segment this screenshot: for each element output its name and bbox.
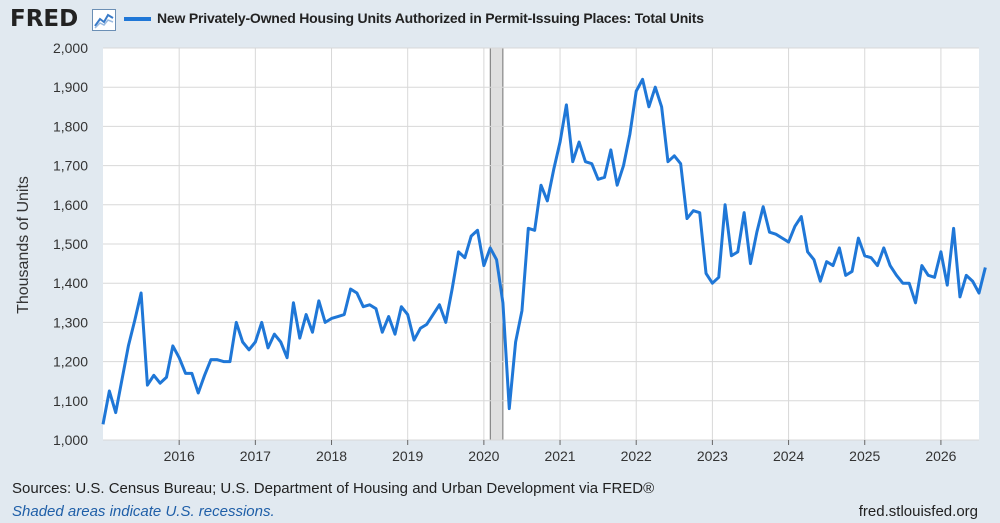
y-tick-label: 1,800 [53,118,88,134]
chart-trend-icon [92,9,116,31]
chart-header: FRED New Privately-Owned Housing Units A… [0,0,1000,40]
y-tick-label: 1,400 [53,275,88,291]
x-tick-label: 2016 [164,448,195,464]
y-tick-label: 1,300 [53,314,88,330]
y-tick-label: 1,000 [53,432,88,448]
y-tick-label: 1,700 [53,158,88,174]
x-tick-label: 2024 [773,448,804,464]
sources-note: Sources: U.S. Census Bureau; U.S. Depart… [12,480,655,497]
legend-swatch [124,17,151,21]
series-line [101,77,987,425]
y-tick-label: 2,000 [53,40,88,56]
x-tick-label: 2020 [468,448,499,464]
x-tick-label: 2021 [544,448,575,464]
y-tick-label: 1,900 [53,79,88,95]
x-tick-label: 2026 [925,448,956,464]
x-tick-label: 2018 [316,448,347,464]
fred-url-link[interactable]: fred.stlouisfed.org [858,503,978,520]
x-tick-label: 2025 [849,448,880,464]
y-tick-label: 1,200 [53,354,88,370]
fred-logo[interactable]: FRED [10,6,79,32]
y-tick-label: 1,600 [53,197,88,213]
x-tick-label: 2019 [392,448,423,464]
recession-note: Shaded areas indicate U.S. recessions. [12,503,275,520]
legend-label: New Privately-Owned Housing Units Author… [157,10,704,26]
y-tick-label: 1,100 [53,393,88,409]
y-tick-label: 1,500 [53,236,88,252]
x-tick-label: 2023 [697,448,728,464]
x-tick-label: 2017 [240,448,271,464]
x-tick-label: 2022 [621,448,652,464]
